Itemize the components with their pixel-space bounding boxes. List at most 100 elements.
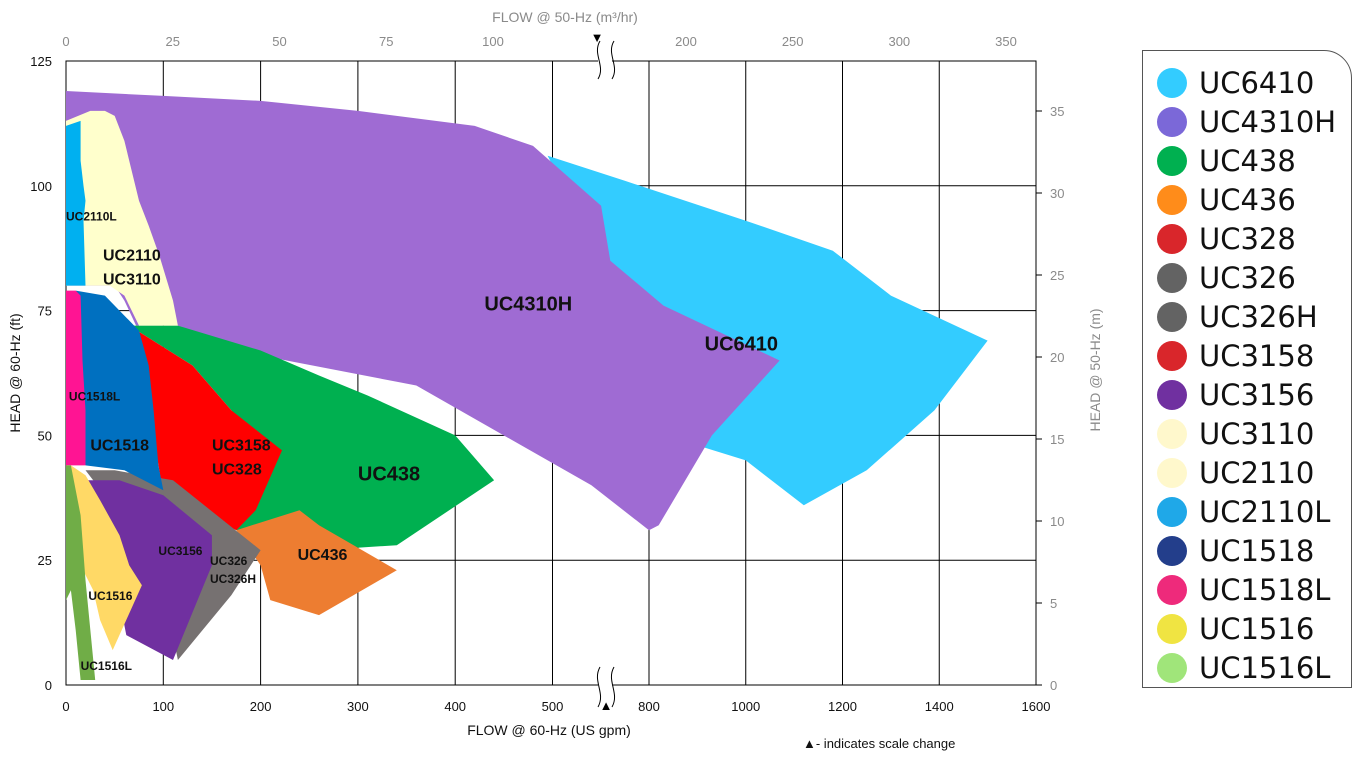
x2-tick-label: 0 xyxy=(62,34,69,49)
region-label-line: UC2110 xyxy=(103,248,161,265)
x-tick-label: 1600 xyxy=(1022,699,1051,714)
x-tick-label: 800 xyxy=(638,699,660,714)
x2-tick-label: 75 xyxy=(379,34,393,49)
region-label-line: UC438 xyxy=(358,463,420,485)
x-tick-label: 300 xyxy=(347,699,369,714)
x2-axis-title: FLOW @ 50-Hz (m³/hr) xyxy=(492,9,638,25)
legend-swatch xyxy=(1157,458,1187,488)
region-label-line: UC326 xyxy=(210,554,248,568)
y2-tick-label: 5 xyxy=(1050,596,1057,611)
region-label-uc1516l: UC1516L xyxy=(81,659,132,673)
y2-tick-label: 30 xyxy=(1050,186,1064,201)
legend-swatch xyxy=(1157,146,1187,176)
y2-tick-label: 15 xyxy=(1050,432,1064,447)
region-uc1518l xyxy=(66,290,86,466)
x-tick-label: 0 xyxy=(62,699,69,714)
y-tick-label: 50 xyxy=(38,428,52,443)
y2-tick-label: 10 xyxy=(1050,514,1064,529)
legend-swatch xyxy=(1157,341,1187,371)
legend-item-uc438: UC438 xyxy=(1157,142,1296,180)
x2-tick-label: 50 xyxy=(272,34,286,49)
legend: UC6410 UC4310H UC438 UC436 UC328 UC326 UC326H U… xyxy=(1142,50,1352,688)
region-label-line: UC1518 xyxy=(90,437,149,454)
y-tick-label: 100 xyxy=(30,179,52,194)
x-tick-label: 200 xyxy=(250,699,272,714)
y2-tick-label: 25 xyxy=(1050,268,1064,283)
region-label-line: UC2110L xyxy=(66,210,117,224)
region-label-line: UC3110 xyxy=(103,272,161,289)
legend-item-uc328: UC328 xyxy=(1157,220,1296,258)
x-tick-label: 400 xyxy=(444,699,466,714)
scale-break-squiggle xyxy=(596,40,602,80)
legend-item-uc1518l: UC1518L xyxy=(1157,571,1330,609)
scale-break-squiggle xyxy=(610,40,616,80)
legend-label: UC4310H xyxy=(1199,105,1337,139)
legend-label: UC326 xyxy=(1199,261,1296,295)
legend-label: UC1516 xyxy=(1199,612,1315,646)
x2-tick-label: 250 xyxy=(782,34,804,49)
y2-tick-label: 0 xyxy=(1050,678,1057,693)
region-label-line: UC3156 xyxy=(158,544,202,558)
legend-swatch xyxy=(1157,419,1187,449)
region-label-uc3158: UC3158 UC328 xyxy=(212,437,271,478)
legend-item-uc3110: UC3110 xyxy=(1157,415,1314,453)
y-tick-label: 25 xyxy=(38,553,52,568)
legend-label: UC438 xyxy=(1199,144,1296,178)
legend-label: UC3158 xyxy=(1199,339,1315,373)
y-tick-label: 75 xyxy=(38,304,52,319)
region-label-uc438: UC438 xyxy=(358,463,420,485)
legend-item-uc2110l: UC2110L xyxy=(1157,493,1330,531)
region-uc2110 xyxy=(66,110,178,326)
y-axis-title: HEAD @ 60-Hz (ft) xyxy=(7,313,23,432)
legend-item-uc1518: UC1518 xyxy=(1157,532,1314,570)
legend-item-uc1516l: UC1516L xyxy=(1157,649,1330,687)
region-uc4310h xyxy=(66,91,780,531)
region-uc6410 xyxy=(547,155,988,506)
scale-break-gap xyxy=(598,41,612,79)
legend-swatch xyxy=(1157,68,1187,98)
region-label-uc3156: UC3156 xyxy=(158,544,202,558)
scale-break-gap xyxy=(598,667,612,707)
x2-tick-label: 350 xyxy=(995,34,1017,49)
y2-tick-label: 35 xyxy=(1050,104,1064,119)
legend-label: UC3110 xyxy=(1199,417,1315,451)
x2-tick-label: 100 xyxy=(482,34,504,49)
x2-tick-label: 25 xyxy=(166,34,180,49)
x2-tick-label: 300 xyxy=(888,34,910,49)
region-label-line: UC1516 xyxy=(88,589,132,603)
legend-swatch xyxy=(1157,107,1187,137)
scale-break-squiggle xyxy=(610,666,616,708)
legend-swatch xyxy=(1157,224,1187,254)
legend-item-uc326: UC326 xyxy=(1157,259,1296,297)
region-label-line: UC3158 xyxy=(212,437,271,454)
region-uc1516 xyxy=(66,465,142,651)
legend-label: UC2110 xyxy=(1199,456,1315,490)
y2-tick-label: 20 xyxy=(1050,350,1064,365)
legend-item-uc2110: UC2110 xyxy=(1157,454,1314,492)
region-label-uc2110l: UC2110L xyxy=(66,210,117,224)
legend-label: UC1516L xyxy=(1199,651,1331,685)
y-tick-label: 0 xyxy=(45,678,52,693)
region-uc3156 xyxy=(85,480,212,660)
legend-swatch xyxy=(1157,185,1187,215)
legend-swatch xyxy=(1157,497,1187,527)
legend-label: UC3156 xyxy=(1199,378,1315,412)
legend-swatch xyxy=(1157,575,1187,605)
legend-item-uc1516: UC1516 xyxy=(1157,610,1314,648)
legend-item-uc3156: UC3156 xyxy=(1157,376,1314,414)
region-label-line: UC4310H xyxy=(484,294,572,316)
x-tick-label: 100 xyxy=(152,699,174,714)
legend-swatch xyxy=(1157,263,1187,293)
region-label-uc1516: UC1516 xyxy=(88,589,132,603)
legend-label: UC6410 xyxy=(1199,66,1315,100)
legend-item-uc326h: UC326H xyxy=(1157,298,1318,336)
scale-change-marker-top: ▼ xyxy=(591,30,604,45)
region-label-uc6410: UC6410 xyxy=(705,334,778,356)
region-label-line: UC326H xyxy=(210,572,256,586)
region-layer xyxy=(66,91,988,680)
legend-label: UC328 xyxy=(1199,222,1296,256)
